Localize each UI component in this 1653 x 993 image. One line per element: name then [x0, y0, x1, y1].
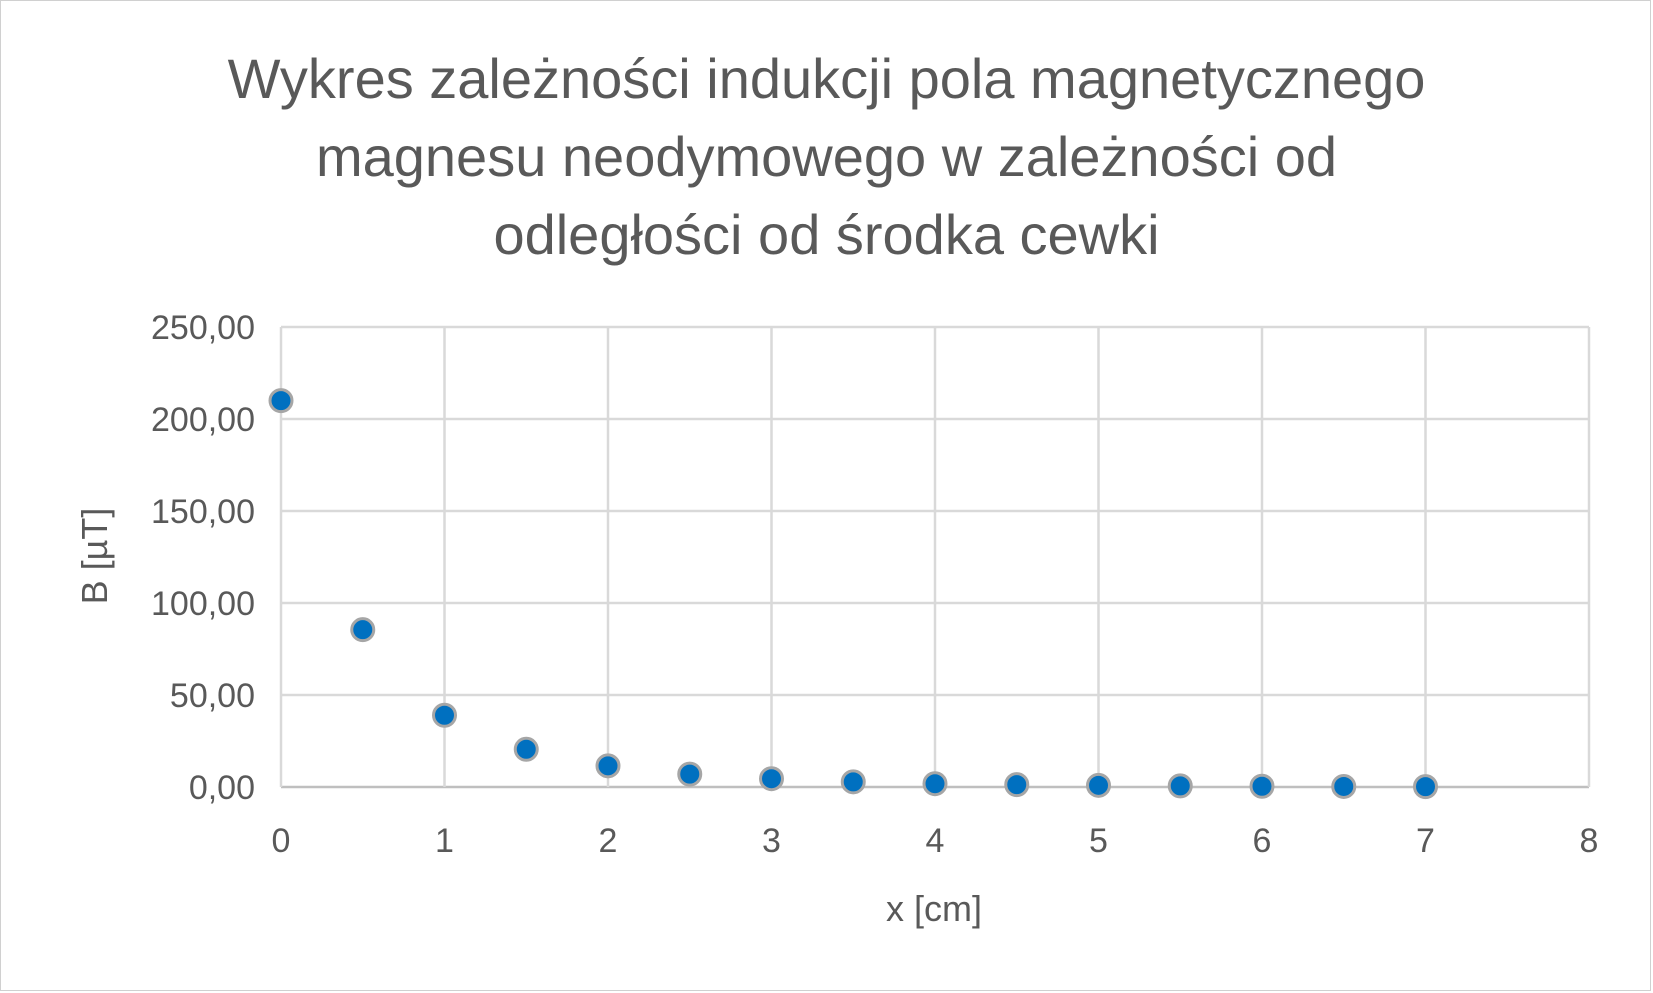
- x-tick-label: 7: [1416, 822, 1435, 860]
- y-tick-label: 50,00: [170, 677, 255, 715]
- y-tick-label: 150,00: [151, 493, 255, 531]
- x-tick-label: 8: [1580, 822, 1599, 860]
- data-point: [513, 736, 539, 762]
- x-tick-label: 6: [1253, 822, 1272, 860]
- x-tick-label: 0: [272, 822, 291, 860]
- x-axis-ticks: 0 1 2 3 4 5 6 7 8: [272, 822, 1599, 860]
- y-tick-label: 200,00: [151, 401, 255, 439]
- y-tick-label: 100,00: [151, 585, 255, 623]
- data-point: [1167, 773, 1193, 799]
- y-axis-ticks: 0,00 50,00 100,00 150,00 200,00 250,00: [151, 309, 255, 807]
- data-point: [350, 617, 376, 643]
- data-point: [1249, 773, 1275, 799]
- chart-title-line-2: magnesu neodymowego w zależności od: [315, 125, 1338, 188]
- y-axis-title: B [µT]: [74, 508, 115, 605]
- data-point: [759, 766, 784, 792]
- data-point: [677, 761, 703, 787]
- x-tick-label: 3: [762, 822, 781, 860]
- y-tick-label: 250,00: [151, 309, 255, 347]
- data-point: [922, 771, 948, 797]
- y-tick-label: 0,00: [189, 769, 255, 807]
- x-tick-label: 2: [599, 822, 618, 860]
- data-point: [1004, 772, 1030, 798]
- chart-title-line-1: Wykres zależności indukcji pola magnetyc…: [227, 47, 1426, 110]
- data-point: [1086, 772, 1111, 798]
- data-point: [432, 702, 457, 728]
- x-axis-title: x [cm]: [886, 888, 982, 929]
- data-point: [268, 388, 294, 414]
- data-point: [595, 753, 621, 779]
- chart-title: Wykres zależności indukcji pola magnetyc…: [0, 40, 1653, 274]
- gridlines: [279, 325, 1591, 789]
- chart-title-line-3: odległości od środka cewki: [493, 203, 1160, 266]
- data-point: [1413, 774, 1438, 800]
- data-point: [1331, 773, 1357, 799]
- data-point: [840, 769, 866, 795]
- data-points: [268, 388, 1438, 800]
- x-tick-label: 4: [926, 822, 945, 860]
- x-tick-label: 1: [435, 822, 454, 860]
- x-tick-label: 5: [1089, 822, 1108, 860]
